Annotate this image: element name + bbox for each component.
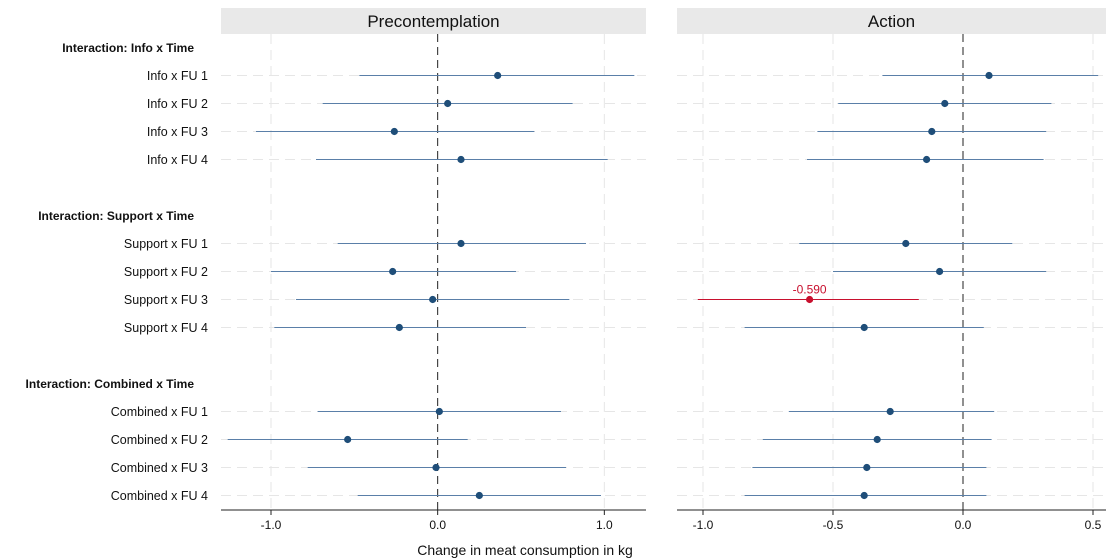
estimate-point — [494, 71, 502, 80]
row-label: Support x FU 3 — [124, 293, 208, 307]
estimate-point — [429, 295, 437, 304]
x-tick-label: 0.0 — [955, 518, 972, 532]
row-label: Support x FU 4 — [124, 321, 208, 335]
row-label: Info x FU 2 — [147, 97, 208, 111]
estimate-point — [923, 155, 931, 164]
row-label: Combined x FU 2 — [111, 433, 208, 447]
row-label: Info x FU 1 — [147, 69, 208, 83]
group-label: Interaction: Info x Time — [62, 41, 194, 55]
estimate-point — [860, 491, 868, 500]
estimate-point — [344, 435, 352, 444]
group-label: Interaction: Support x Time — [38, 209, 194, 223]
panel-title: Action — [868, 12, 915, 31]
estimate-point — [390, 127, 398, 136]
estimate-point — [941, 99, 949, 108]
row-label: Combined x FU 4 — [111, 489, 208, 503]
estimate-point — [936, 267, 944, 276]
panel-1: Precontemplation -1.0 0.0 1.0 — [221, 8, 646, 532]
estimate-point — [395, 323, 403, 332]
x-axis-title: Change in meat consumption in kg — [417, 542, 633, 558]
estimate-point — [985, 71, 993, 80]
estimate-point — [432, 463, 440, 472]
estimate-point — [928, 127, 936, 136]
estimate-point — [863, 463, 871, 472]
row-label: Info x FU 4 — [147, 153, 208, 167]
row-label: Info x FU 3 — [147, 125, 208, 139]
row-label: Support x FU 1 — [124, 237, 208, 251]
panel-2: Action -1.0 -0.5 0.0 0.5 -0.590 — [677, 8, 1106, 532]
estimate-point — [860, 323, 868, 332]
estimate-point — [457, 239, 465, 248]
group-label: Interaction: Combined x Time — [26, 377, 195, 391]
panel-header — [221, 8, 646, 34]
x-tick-label: 1.0 — [596, 518, 613, 532]
estimate-point — [886, 407, 894, 416]
estimate-point — [902, 239, 910, 248]
estimate-point — [873, 435, 881, 444]
estimate-point — [435, 407, 443, 416]
row-label: Combined x FU 3 — [111, 461, 208, 475]
panel-header — [677, 8, 1106, 34]
estimate-point — [475, 491, 483, 500]
x-tick-label: 0.0 — [429, 518, 446, 532]
estimate-point — [444, 99, 452, 108]
estimate-label: -0.590 — [793, 283, 827, 297]
estimate-point — [806, 295, 814, 304]
x-tick-label: -1.0 — [261, 518, 282, 532]
estimate-point — [457, 155, 465, 164]
row-label: Combined x FU 1 — [111, 405, 208, 419]
x-tick-label: 0.5 — [1085, 518, 1102, 532]
panel-title: Precontemplation — [367, 12, 499, 31]
row-label: Support x FU 2 — [124, 265, 208, 279]
x-tick-label: -0.5 — [823, 518, 844, 532]
estimate-point — [389, 267, 397, 276]
x-tick-label: -1.0 — [693, 518, 714, 532]
